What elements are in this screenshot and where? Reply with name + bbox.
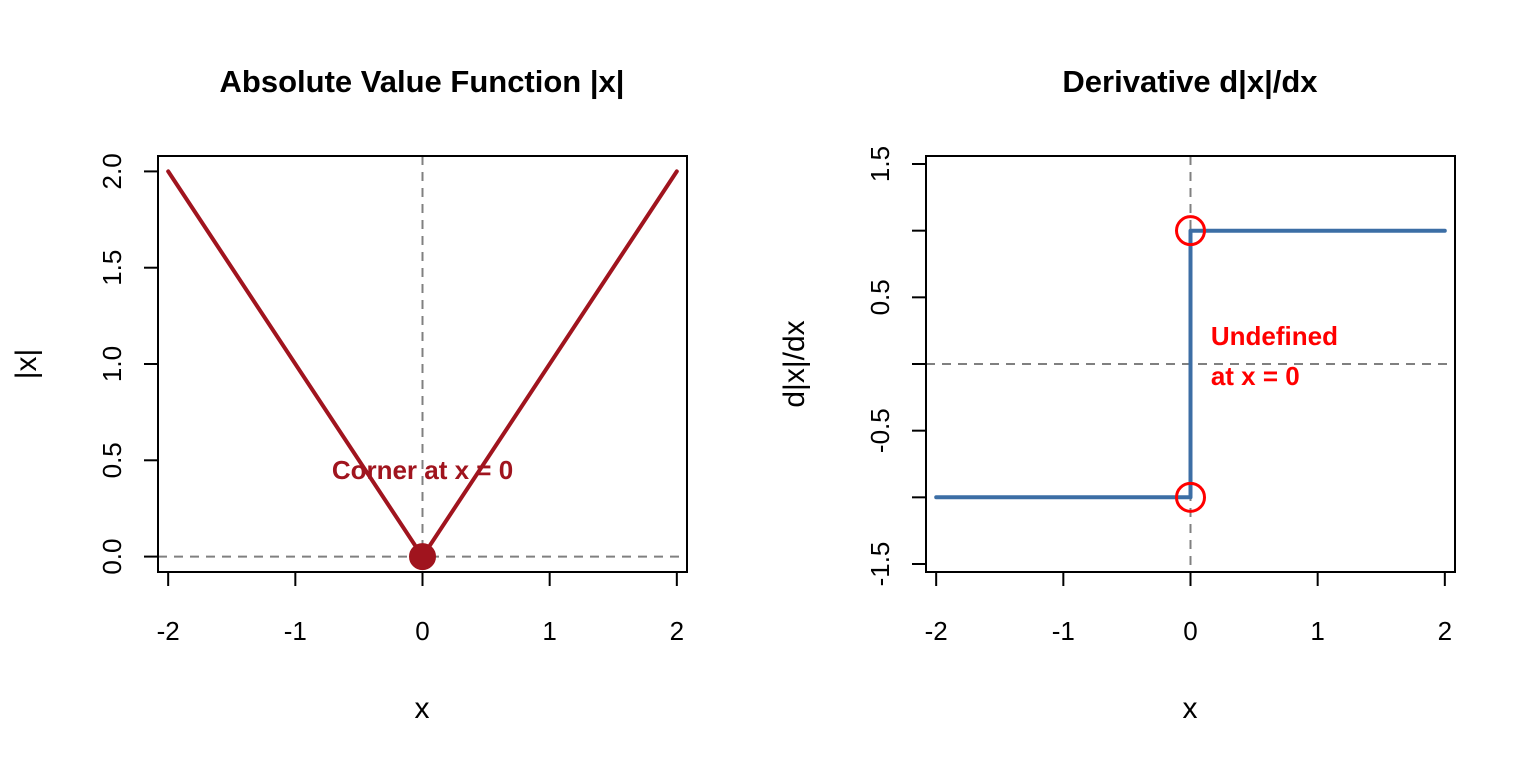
x-axis-label: x xyxy=(1183,692,1198,725)
x-tick-label: -1 xyxy=(284,616,307,646)
y-axis-label: |x| xyxy=(10,349,43,380)
x-tick-label: -2 xyxy=(925,616,948,646)
x-tick-label: 2 xyxy=(1438,616,1452,646)
x-tick-label: 2 xyxy=(670,616,684,646)
x-tick-label: 1 xyxy=(542,616,556,646)
y-tick-label: 1.5 xyxy=(97,250,127,286)
x-axis-label: x xyxy=(415,692,430,725)
x-tick-label: -1 xyxy=(1052,616,1075,646)
y-axis-label: d|x|/dx xyxy=(778,320,811,407)
y-tick-label: 2.0 xyxy=(97,153,127,189)
open-point xyxy=(1175,481,1206,513)
y-tick-label: 1.5 xyxy=(865,146,895,182)
corner-point xyxy=(409,543,436,571)
panel-absolute-value: Absolute Value Function |x| x |x| Corner… xyxy=(10,64,688,725)
x-tick-label: 1 xyxy=(1310,616,1324,646)
series-line xyxy=(934,228,1447,500)
chart-title: Absolute Value Function |x| xyxy=(220,64,625,99)
y-tick-label: -0.5 xyxy=(865,408,895,453)
plot-area: Corner at x = 0 -2 -1 0 1 2 0.0 0.5 1.0 1.5 2.0 xyxy=(97,153,688,646)
chart-title: Derivative d|x|/dx xyxy=(1062,64,1318,99)
x-tick-label: 0 xyxy=(415,616,429,646)
x-tick-label: -2 xyxy=(157,616,180,646)
x-tick-label: 0 xyxy=(1183,616,1197,646)
annotation-text: Corner at x = 0 xyxy=(332,455,513,485)
panel-derivative: Derivative d|x|/dx x d|x|/dx Undefined at… xyxy=(778,64,1456,725)
y-tick-label: 1.0 xyxy=(97,346,127,382)
annotation-text: at x = 0 xyxy=(1211,361,1300,391)
y-tick-label: 0.5 xyxy=(97,442,127,478)
plot-area: Undefined at x = 0 -2 -1 0 1 2 -1.5 -0.5 0.5 1.5 xyxy=(865,146,1456,646)
annotation-text: Undefined xyxy=(1211,321,1338,351)
y-tick-label: -1.5 xyxy=(865,542,895,587)
y-tick-label: 0.0 xyxy=(97,539,127,575)
y-tick-label: 0.5 xyxy=(865,279,895,315)
open-point xyxy=(1175,215,1206,247)
